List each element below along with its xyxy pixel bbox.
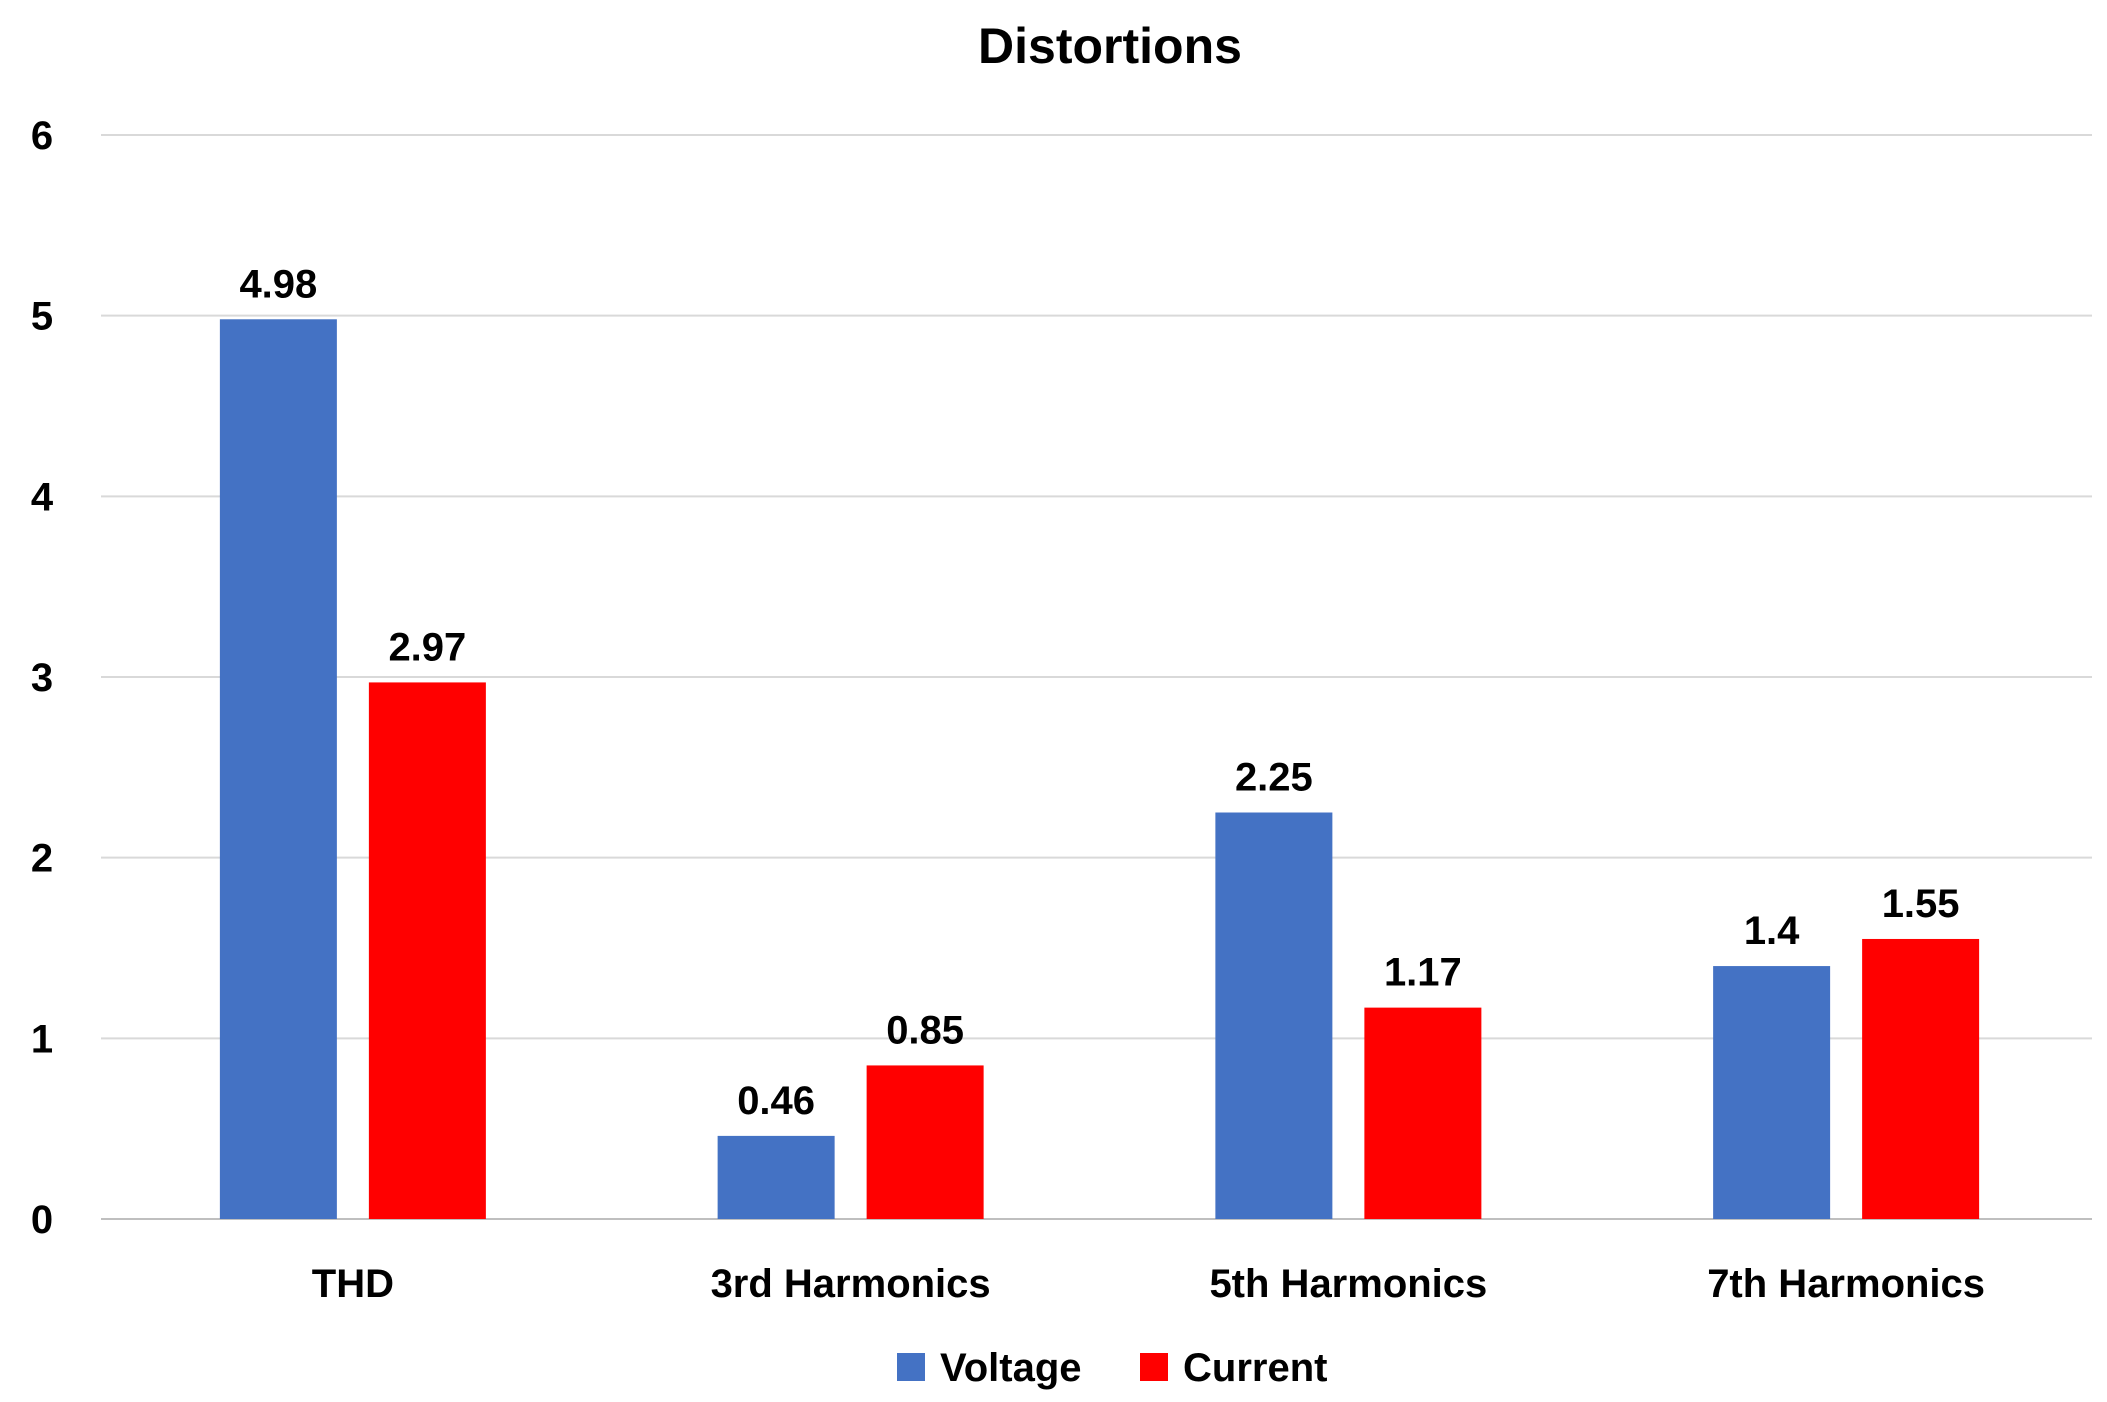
x-tick-label: 3rd Harmonics	[711, 1262, 991, 1306]
bar-voltage[interactable]	[219, 319, 337, 1219]
legend-swatch-voltage	[897, 1353, 925, 1381]
x-axis-category-labels: THD 3rd Harmonics 5th Harmonics 7th Harmoni…	[312, 1262, 1985, 1306]
y-tick-label: 4	[31, 475, 54, 519]
data-label: 0.46	[737, 1079, 815, 1123]
legend-label-current[interactable]: Current	[1183, 1346, 1327, 1390]
y-tick-label: 3	[31, 656, 53, 700]
chart-title: Distortions	[978, 18, 1242, 74]
bar-voltage[interactable]	[1215, 812, 1333, 1220]
bar-voltage[interactable]	[717, 1135, 835, 1219]
data-label: 2.25	[1235, 756, 1313, 800]
bar-current[interactable]	[866, 1065, 984, 1219]
x-tick-label: 7th Harmonics	[1707, 1262, 1985, 1306]
data-labels: 4.98 2.97 0.46 0.85 2.25 1.17 1.4 1.55	[239, 262, 1959, 1123]
data-label: 2.97	[388, 625, 466, 669]
y-tick-label: 0	[31, 1198, 53, 1242]
data-label: 1.55	[1882, 882, 1960, 926]
y-tick-label: 2	[31, 837, 53, 881]
bar-current[interactable]	[368, 682, 486, 1219]
legend-swatch-current	[1140, 1353, 1168, 1381]
bar-voltage[interactable]	[1713, 966, 1831, 1219]
x-tick-label: 5th Harmonics	[1209, 1262, 1487, 1306]
data-label: 0.85	[886, 1008, 964, 1052]
data-label: 1.4	[1744, 909, 1800, 953]
bar-current[interactable]	[1364, 1007, 1482, 1219]
y-axis-tick-labels: 0 1 2 3 4 5 6	[31, 114, 54, 1242]
y-tick-label: 1	[31, 1017, 53, 1061]
legend-label-voltage[interactable]: Voltage	[940, 1346, 1082, 1390]
x-tick-label: THD	[312, 1262, 394, 1306]
y-tick-label: 6	[31, 114, 53, 158]
bars	[219, 319, 1980, 1220]
y-tick-label: 5	[31, 295, 53, 339]
legend[interactable]: Voltage Current	[897, 1346, 1327, 1390]
bar-current[interactable]	[1862, 938, 1980, 1219]
data-label: 4.98	[239, 262, 317, 306]
data-label: 1.17	[1384, 951, 1462, 995]
